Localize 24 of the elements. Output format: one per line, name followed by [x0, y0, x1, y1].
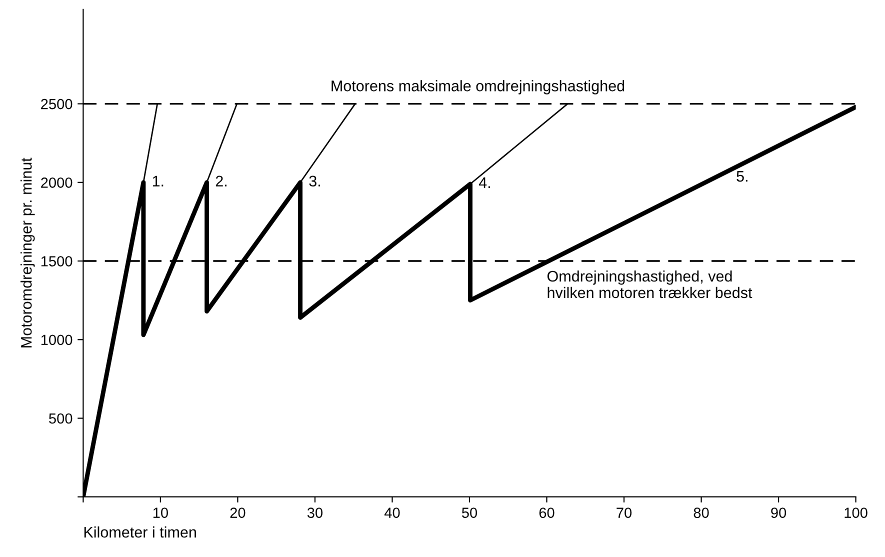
x-tick-label: 20 [230, 508, 246, 518]
annotation: 1. [152, 176, 164, 186]
y-tick-label: 2500 [41, 98, 72, 110]
x-tick-label: 30 [307, 508, 323, 518]
x-tick-label: 60 [539, 508, 554, 518]
ref-line-label: Omdrejningshastighed, ved hvilken motoren trækker bedst [547, 270, 752, 298]
x-tick-label: 50 [462, 508, 478, 518]
x-tick-label: 70 [616, 508, 632, 518]
y-axis-title: Motoromdrejninger pr. minut [20, 158, 35, 348]
annotation: 2. [216, 176, 226, 186]
annotation: 3. [309, 176, 320, 187]
y-tick-label: 1500 [41, 256, 72, 266]
y-tick-label: 2000 [41, 178, 72, 188]
x-tick-label: 10 [153, 508, 168, 518]
ref-line-label: Motorens maksimale omdrejningshastighed [332, 80, 624, 94]
x-tick-label: 90 [771, 508, 786, 518]
annotation: 5. [736, 171, 748, 182]
x-axis-title: Kilometer i timen [84, 526, 196, 538]
x-tick-label: 100 [844, 508, 868, 518]
y-tick-label: 500 [49, 413, 72, 424]
x-tick-label: 40 [384, 508, 400, 518]
annotation: 4. [478, 177, 490, 188]
x-tick-label: 80 [694, 508, 709, 518]
y-tick-label: 1000 [41, 334, 72, 346]
